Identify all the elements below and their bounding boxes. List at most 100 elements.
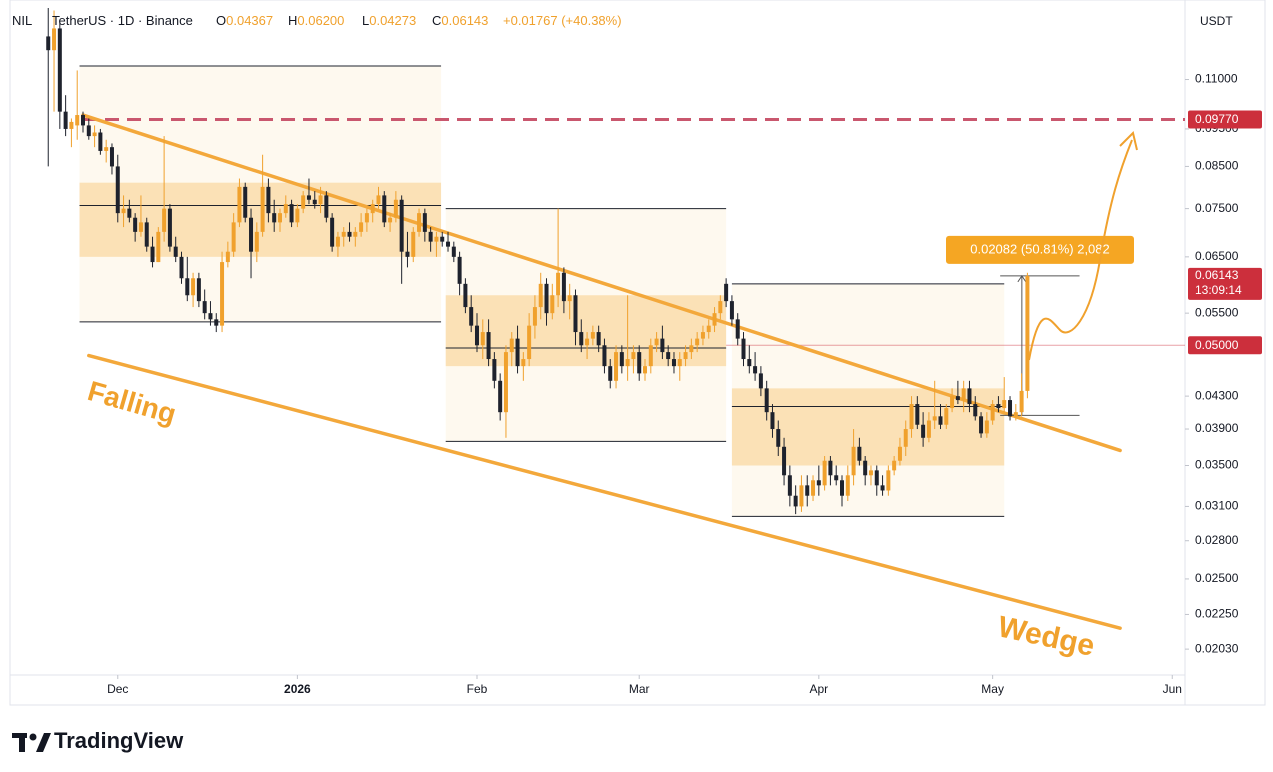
- candle-body: [967, 388, 972, 405]
- range-box: [79, 66, 442, 322]
- candle-body: [747, 359, 752, 367]
- y-tick-label: 0.03500: [1195, 458, 1239, 472]
- candle-body: [393, 199, 398, 218]
- candle-body: [92, 132, 97, 137]
- level-tag: [1188, 336, 1262, 355]
- candle-body: [318, 195, 323, 205]
- candle-body: [509, 338, 514, 353]
- candle-body: [561, 272, 566, 302]
- y-tick-label: 0.02250: [1195, 607, 1239, 621]
- y-tick-label: 0.06500: [1195, 249, 1239, 263]
- candle-body: [671, 359, 676, 367]
- candle-body: [764, 388, 769, 413]
- ohlc-value: 0.06143: [441, 13, 488, 28]
- candle-body: [98, 132, 103, 151]
- candle-body: [480, 332, 485, 346]
- candle-body: [834, 475, 839, 481]
- candle-body: [446, 241, 451, 247]
- candle-body: [695, 338, 700, 346]
- candle-body: [69, 121, 74, 129]
- candle-body: [735, 319, 740, 339]
- candle-body: [897, 446, 902, 461]
- candle-body: [515, 338, 520, 367]
- candle-body: [845, 475, 850, 496]
- x-tick-label: Feb: [467, 682, 488, 696]
- trendline: [87, 353, 1122, 630]
- candle-body: [225, 251, 230, 263]
- candle-body: [544, 283, 549, 314]
- candle-body: [266, 186, 271, 214]
- candle-body: [660, 338, 665, 353]
- y-tick-label: 0.02500: [1195, 571, 1239, 585]
- candle-body: [608, 366, 613, 381]
- axes: 0.110000.095000.085000.075000.065000.055…: [107, 72, 1239, 696]
- candle-body: [202, 301, 207, 314]
- candle-body: [828, 460, 833, 476]
- level-tag-label: 0.05000: [1195, 338, 1239, 352]
- candle-body: [753, 366, 758, 374]
- ohlc-key: L: [362, 13, 369, 28]
- candle-body: [144, 222, 149, 247]
- last-price-tag: [1188, 267, 1262, 300]
- value-area: [731, 388, 1005, 466]
- y-tick-label: 0.03900: [1195, 421, 1239, 435]
- candle-body: [191, 278, 196, 296]
- candle-body: [938, 416, 943, 425]
- candle-body: [208, 313, 213, 320]
- candle-body: [556, 272, 561, 296]
- candle-body: [295, 208, 300, 223]
- candle-body: [115, 166, 120, 214]
- candle-body: [277, 213, 282, 223]
- candle-body: [793, 495, 798, 507]
- projection-arrow-head: [1119, 131, 1138, 151]
- candle-body: [903, 429, 908, 447]
- candle-body: [81, 115, 86, 126]
- candle-body: [260, 186, 265, 232]
- measure-label: 0.02082 (50.81%) 2,082: [970, 241, 1110, 256]
- ohlc-key: H: [288, 13, 297, 28]
- logo-part: [19, 733, 25, 752]
- trendline: [81, 113, 1122, 453]
- ohlc-value: 0.04367: [226, 13, 273, 28]
- candle-body: [289, 204, 294, 223]
- candle-body: [138, 222, 143, 232]
- candle-body: [104, 147, 109, 151]
- candle-body: [1019, 390, 1024, 413]
- y-tick-label: 0.07500: [1195, 201, 1239, 215]
- candle-body: [214, 319, 219, 326]
- candle-body: [451, 246, 456, 257]
- candle-body: [787, 475, 792, 496]
- candle-body: [474, 325, 479, 346]
- level-tag-label: 0.09770: [1195, 112, 1239, 126]
- ohlc-key: C: [432, 13, 441, 28]
- candle-body: [567, 295, 572, 302]
- x-tick-label: Mar: [629, 682, 650, 696]
- x-tick-label: May: [981, 682, 1004, 696]
- ohlc-value: 0.04273: [369, 13, 416, 28]
- candle-body: [979, 416, 984, 434]
- candle-body: [984, 420, 989, 434]
- measure-label-box: [946, 235, 1134, 264]
- candle-body: [312, 199, 317, 205]
- candle-body: [417, 213, 422, 232]
- candle-body: [573, 295, 578, 333]
- candle-body: [492, 359, 497, 381]
- candle-body: [1008, 400, 1013, 417]
- candle-body: [399, 199, 404, 252]
- candle-body: [382, 195, 387, 223]
- candle-body: [770, 412, 775, 430]
- candle-body: [272, 213, 277, 223]
- candle-body: [388, 217, 393, 223]
- candle-body: [619, 352, 624, 367]
- candle-body: [596, 332, 601, 346]
- candle-body: [625, 359, 630, 367]
- ohlc-value: 0.06200: [297, 13, 344, 28]
- candle-body: [254, 231, 259, 252]
- candle-body: [648, 345, 653, 367]
- candle-body: [63, 111, 68, 129]
- candle-body: [729, 301, 734, 320]
- candle-body: [805, 485, 810, 496]
- candle-body: [434, 236, 439, 242]
